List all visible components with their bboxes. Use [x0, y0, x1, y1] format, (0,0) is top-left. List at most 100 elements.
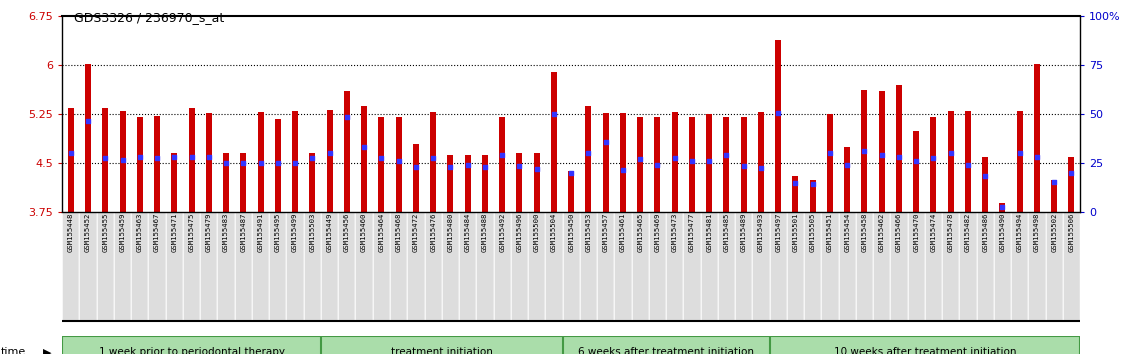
Point [597, 139, 615, 144]
FancyBboxPatch shape [873, 212, 890, 321]
FancyBboxPatch shape [942, 212, 959, 321]
Bar [482, 155, 487, 212]
Text: GSM155454: GSM155454 [844, 212, 851, 252]
Text: GSM155472: GSM155472 [413, 212, 418, 252]
Point [924, 155, 942, 161]
Text: GSM155466: GSM155466 [896, 212, 901, 252]
Bar [361, 106, 368, 212]
Point [959, 162, 977, 167]
FancyBboxPatch shape [700, 212, 718, 321]
Text: GSM155471: GSM155471 [172, 212, 178, 252]
Bar [724, 118, 729, 212]
Text: GSM155488: GSM155488 [482, 212, 487, 252]
Text: GSM155485: GSM155485 [724, 212, 729, 252]
FancyBboxPatch shape [580, 212, 597, 321]
FancyBboxPatch shape [1028, 212, 1045, 321]
Bar [517, 154, 523, 212]
FancyBboxPatch shape [131, 212, 148, 321]
Bar [1069, 157, 1074, 212]
Bar [620, 113, 625, 212]
Text: GSM155451: GSM155451 [827, 212, 832, 252]
Point [493, 152, 511, 158]
Bar [793, 176, 798, 212]
Text: GSM155506: GSM155506 [1069, 212, 1074, 252]
Bar [321, 336, 562, 354]
Point [79, 118, 97, 124]
Bar [775, 40, 782, 212]
FancyBboxPatch shape [856, 212, 873, 321]
Point [510, 163, 528, 169]
Text: GSM155481: GSM155481 [706, 212, 713, 252]
Text: GSM155483: GSM155483 [223, 212, 230, 252]
Bar [310, 154, 316, 212]
FancyBboxPatch shape [718, 212, 735, 321]
FancyBboxPatch shape [79, 212, 97, 321]
FancyBboxPatch shape [890, 212, 907, 321]
Bar [562, 336, 769, 354]
Point [993, 204, 1011, 209]
Text: GSM155453: GSM155453 [586, 212, 592, 252]
Point [1045, 179, 1063, 185]
Point [890, 154, 908, 160]
FancyBboxPatch shape [752, 212, 769, 321]
Bar [102, 108, 109, 212]
FancyBboxPatch shape [1063, 212, 1080, 321]
Bar [448, 155, 454, 212]
Point [424, 155, 442, 161]
Bar [741, 118, 746, 212]
Point [148, 155, 166, 161]
Text: GSM155470: GSM155470 [913, 212, 920, 252]
Bar [534, 154, 539, 212]
FancyBboxPatch shape [787, 212, 804, 321]
FancyBboxPatch shape [166, 212, 183, 321]
Point [1011, 151, 1029, 156]
FancyBboxPatch shape [200, 212, 217, 321]
Text: GSM155496: GSM155496 [517, 212, 523, 252]
Bar [62, 336, 321, 354]
FancyBboxPatch shape [804, 212, 821, 321]
Bar [706, 114, 713, 212]
FancyBboxPatch shape [907, 212, 925, 321]
Text: GSM155499: GSM155499 [292, 212, 299, 252]
Point [458, 162, 476, 167]
Point [873, 152, 891, 158]
FancyBboxPatch shape [373, 212, 390, 321]
Text: GSM155455: GSM155455 [102, 212, 109, 252]
Point [666, 155, 684, 161]
Text: GSM155476: GSM155476 [430, 212, 437, 252]
Bar [603, 113, 608, 212]
Text: GSM155504: GSM155504 [551, 212, 556, 252]
Point [62, 151, 80, 156]
Text: GSM155448: GSM155448 [68, 212, 74, 252]
Text: GSM155464: GSM155464 [379, 212, 385, 252]
Text: GSM155463: GSM155463 [137, 212, 143, 252]
Bar [344, 91, 349, 212]
Text: 1 week prior to periodontal therapy: 1 week prior to periodontal therapy [98, 347, 285, 354]
Point [579, 151, 597, 156]
Point [1028, 154, 1046, 160]
Text: GSM155495: GSM155495 [275, 212, 280, 252]
Text: GSM155458: GSM155458 [862, 212, 867, 252]
Bar [413, 144, 418, 212]
Bar [1017, 111, 1022, 212]
Text: 6 weeks after treatment initiation: 6 weeks after treatment initiation [578, 347, 754, 354]
Bar [827, 114, 832, 212]
FancyBboxPatch shape [735, 212, 752, 321]
Bar [913, 131, 920, 212]
FancyBboxPatch shape [459, 212, 476, 321]
FancyBboxPatch shape [925, 212, 942, 321]
Text: GSM155503: GSM155503 [310, 212, 316, 252]
FancyBboxPatch shape [97, 212, 114, 321]
FancyBboxPatch shape [614, 212, 631, 321]
FancyBboxPatch shape [304, 212, 321, 321]
FancyBboxPatch shape [1011, 212, 1028, 321]
Bar [171, 154, 178, 212]
FancyBboxPatch shape [649, 212, 666, 321]
FancyBboxPatch shape [597, 212, 614, 321]
Text: GSM155477: GSM155477 [689, 212, 694, 252]
Point [838, 162, 856, 167]
Bar [223, 154, 230, 212]
FancyBboxPatch shape [355, 212, 373, 321]
FancyBboxPatch shape [769, 212, 787, 321]
Point [855, 149, 873, 154]
